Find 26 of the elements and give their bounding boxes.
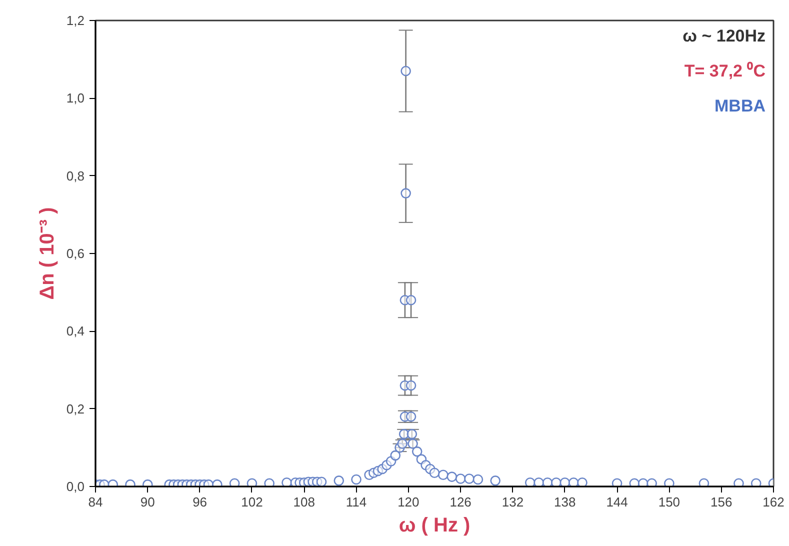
y-tick-label: 1,0 — [66, 90, 85, 106]
x-tick-label: 132 — [502, 494, 524, 510]
x-tick-label: 150 — [658, 494, 680, 510]
y-tick-label: 0,0 — [66, 479, 85, 494]
x-tick-label: 162 — [762, 494, 784, 510]
x-tick-label: 90 — [140, 494, 155, 510]
y-tick-label: 0,8 — [66, 168, 85, 184]
x-tick-label: 84 — [88, 494, 103, 510]
y-tick-label: 0,2 — [66, 401, 85, 416]
annotation: MBBA — [714, 96, 766, 116]
x-tick-label: 144 — [606, 494, 628, 510]
y-tick-label: 1,2 — [66, 13, 85, 28]
x-tick-label: 108 — [293, 494, 315, 510]
y-tick-label: 0,6 — [66, 246, 85, 261]
y-axis-title: Δn ( 10⁻³ ) — [36, 207, 58, 300]
x-tick-label: 138 — [554, 494, 576, 510]
annotation: T= 37,2 ⁰C — [684, 62, 766, 80]
x-tick-label: 96 — [192, 494, 208, 510]
x-axis-title: ω ( Hz ) — [398, 514, 470, 536]
x-tick-label: 114 — [346, 494, 367, 510]
x-tick-label: 120 — [398, 494, 420, 510]
x-tick-label: 102 — [241, 494, 263, 510]
x-tick-label: 156 — [710, 494, 732, 510]
annotation: ω ~ 120Hz — [682, 26, 766, 46]
y-tick-label: 0,4 — [66, 324, 85, 339]
x-tick-label: 126 — [450, 494, 472, 510]
